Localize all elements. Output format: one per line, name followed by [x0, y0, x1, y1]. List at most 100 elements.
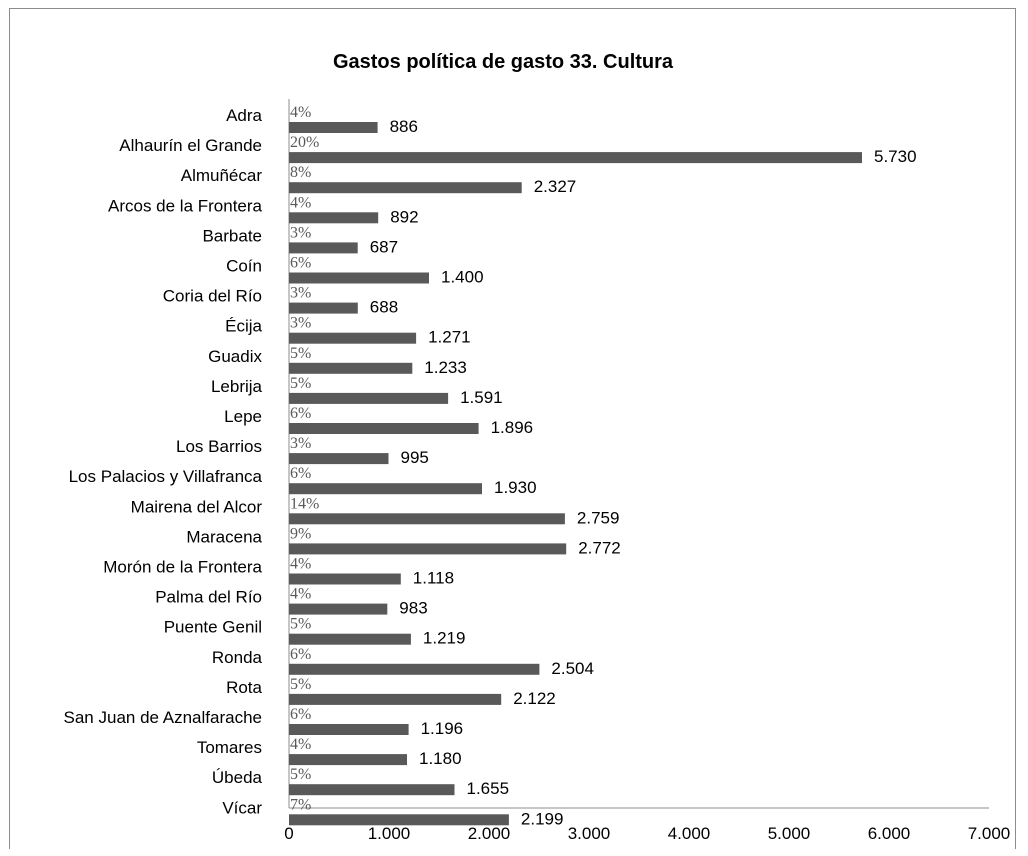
- x-tick-label: 6.000: [868, 824, 911, 843]
- bar: [289, 814, 509, 825]
- value-label: 1.180: [419, 749, 462, 768]
- percent-label: 4%: [290, 194, 311, 211]
- chart-title: Gastos política de gasto 33. Cultura: [333, 51, 674, 73]
- value-label: 1.655: [467, 779, 510, 798]
- percent-label: 3%: [290, 285, 311, 302]
- bar: [289, 273, 429, 284]
- value-label: 687: [370, 237, 398, 256]
- bar: [289, 453, 389, 464]
- x-tick-label: 4.000: [668, 824, 711, 843]
- bar-chart: Gastos política de gasto 33. Cultura 0 1.…: [10, 9, 1015, 856]
- x-tick-label: 7.000: [968, 824, 1011, 843]
- bar: [289, 212, 378, 223]
- value-label: 2.504: [551, 659, 594, 678]
- percent-label: 4%: [290, 556, 311, 573]
- category-label: Los Barrios: [176, 437, 262, 456]
- percent-label: 20%: [290, 134, 319, 151]
- value-label: 2.199: [521, 809, 564, 828]
- category-label: Barbate: [202, 226, 262, 245]
- value-label: 886: [390, 117, 418, 136]
- value-label: 1.271: [428, 328, 471, 347]
- category-label: Tomares: [197, 738, 262, 757]
- category-label: Vícar: [222, 798, 262, 817]
- value-label: 2.327: [534, 177, 577, 196]
- bar: [289, 423, 479, 434]
- bar: [289, 242, 358, 253]
- bar: [289, 182, 522, 193]
- category-label: Coín: [226, 257, 262, 276]
- category-label: Lepe: [224, 407, 262, 426]
- value-label: 1.118: [413, 569, 454, 588]
- percent-label: 14%: [290, 495, 319, 512]
- value-label: 2.772: [578, 538, 621, 557]
- value-label: 995: [401, 448, 429, 467]
- percent-label: 6%: [290, 465, 311, 482]
- value-label: 1.400: [441, 268, 484, 287]
- value-label: 983: [399, 599, 427, 618]
- value-label: 1.930: [494, 478, 537, 497]
- category-label: Lebrija: [211, 377, 263, 396]
- percent-label: 6%: [290, 646, 311, 663]
- percent-label: 4%: [290, 736, 311, 753]
- percent-label: 5%: [290, 766, 311, 783]
- value-label: 688: [370, 298, 398, 317]
- chart-frame: Gastos política de gasto 33. Cultura 0 1.…: [9, 8, 1016, 849]
- percent-label: 5%: [290, 616, 311, 633]
- bar: [289, 483, 482, 494]
- category-label: Guadix: [208, 347, 262, 366]
- value-label: 1.233: [424, 358, 467, 377]
- bar: [289, 333, 416, 344]
- x-tick-label: 1.000: [368, 824, 411, 843]
- x-tick-label: 5.000: [768, 824, 811, 843]
- category-label: Los Palacios y Villafranca: [69, 467, 263, 486]
- plot-area: 0 1.000 2.000 3.000 4.000 5.000 6.000 7.000 Adra…: [64, 99, 1011, 843]
- category-label: Palma del Río: [155, 588, 262, 607]
- bar: [289, 122, 378, 133]
- percent-label: 8%: [290, 164, 311, 181]
- percent-label: 6%: [290, 255, 311, 272]
- category-label: Alhaurín el Grande: [119, 136, 262, 155]
- bar: [289, 724, 409, 735]
- percent-label: 3%: [290, 224, 311, 241]
- percent-label: 7%: [290, 796, 311, 813]
- category-label: Rota: [226, 678, 262, 697]
- bar: [289, 363, 412, 374]
- category-label: Mairena del Alcor: [131, 497, 263, 516]
- bar: [289, 303, 358, 314]
- percent-label: 5%: [290, 676, 311, 693]
- bar: [289, 754, 407, 765]
- category-label: Arcos de la Frontera: [108, 196, 263, 215]
- category-label: Almuñécar: [181, 166, 263, 185]
- percent-label: 6%: [290, 706, 311, 723]
- category-label: Ronda: [212, 648, 263, 667]
- category-label: Morón de la Frontera: [103, 558, 262, 577]
- bar: [289, 574, 401, 585]
- percent-label: 9%: [290, 525, 311, 542]
- percent-label: 5%: [290, 345, 311, 362]
- bar: [289, 694, 501, 705]
- bar: [289, 784, 455, 795]
- value-label: 1.196: [421, 719, 464, 738]
- value-label: 5.730: [874, 147, 917, 166]
- category-label: Maracena: [186, 527, 262, 546]
- bar: [289, 604, 387, 615]
- x-tick-label: 2.000: [468, 824, 511, 843]
- value-label: 892: [390, 207, 418, 226]
- bar: [289, 152, 862, 163]
- bar: [289, 393, 448, 404]
- value-label: 1.219: [423, 629, 466, 648]
- bar: [289, 634, 411, 645]
- bar: [289, 664, 539, 675]
- bar: [289, 543, 566, 554]
- value-label: 2.759: [577, 508, 620, 527]
- value-label: 1.896: [491, 418, 534, 437]
- category-label: Puente Genil: [164, 618, 262, 637]
- percent-label: 3%: [290, 435, 311, 452]
- percent-label: 4%: [290, 104, 311, 121]
- percent-label: 6%: [290, 405, 311, 422]
- x-tick-label: 0: [284, 824, 293, 843]
- percent-label: 4%: [290, 586, 311, 603]
- category-label: Adra: [226, 106, 262, 125]
- category-label: Écija: [225, 317, 262, 336]
- percent-label: 3%: [290, 315, 311, 332]
